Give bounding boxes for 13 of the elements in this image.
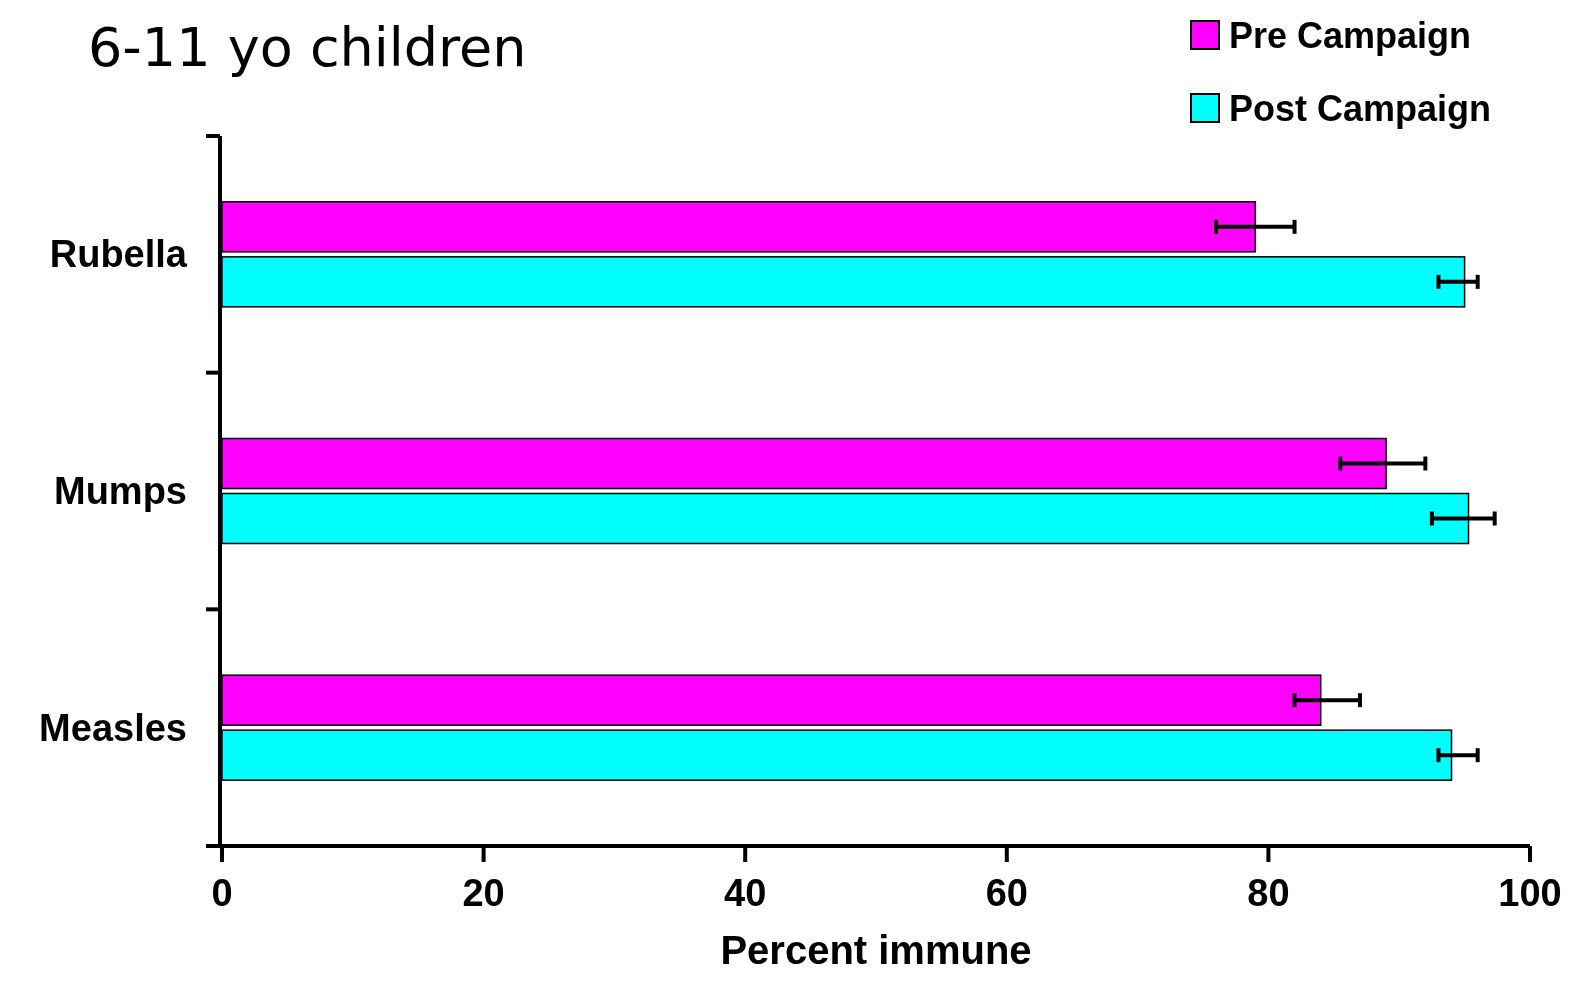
y-tick-label: Mumps xyxy=(54,470,187,512)
x-tick-label: 100 xyxy=(1498,872,1562,914)
y-tick-label: Rubella xyxy=(49,233,188,276)
x-tick-label: 0 xyxy=(211,872,233,914)
legend-label: Pre Campaign xyxy=(1229,15,1472,56)
y-tick-label: Measles xyxy=(39,706,187,749)
x-tick-label: 60 xyxy=(985,872,1028,914)
x-tick-label: 20 xyxy=(462,872,505,914)
x-tick-label: 40 xyxy=(724,872,767,914)
x-axis-title: Percent immune xyxy=(720,928,1032,972)
legend-label: Post Campaign xyxy=(1229,88,1492,129)
x-tick-label: 80 xyxy=(1247,872,1290,914)
chart-title: 6-11 yo children xyxy=(88,16,527,79)
